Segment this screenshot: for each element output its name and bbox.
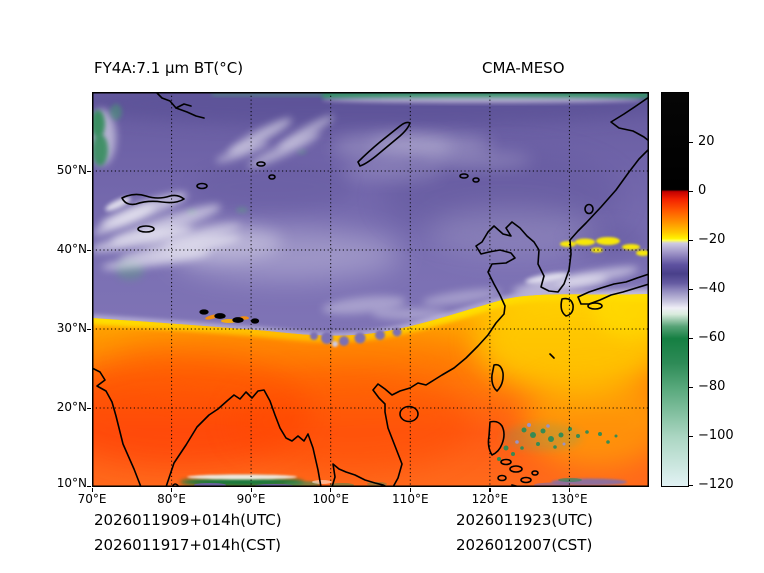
cbar-label-n20: −20 xyxy=(698,232,726,247)
init-time-utc: 2026011909+014h(UTC) xyxy=(94,511,282,529)
valid-time-cst: 2026012007(CST) xyxy=(456,536,593,554)
satellite-bt-map xyxy=(92,92,649,487)
cbar-label-n60: −60 xyxy=(698,330,726,345)
cbar-label-n120: −120 xyxy=(698,477,734,492)
cbar-label-n100: −100 xyxy=(698,428,734,443)
lon-tick xyxy=(171,488,173,492)
cbar-label-n40: −40 xyxy=(698,281,726,296)
cbar-tick xyxy=(689,239,693,241)
plot-title: FY4A:7.1 μm BT(°C) xyxy=(94,59,244,77)
lon-tick xyxy=(330,488,332,492)
lon-tick xyxy=(91,488,93,492)
graticule-grid xyxy=(92,92,649,487)
map-frame xyxy=(92,92,649,487)
lat-tick xyxy=(87,485,91,487)
lon-label-100e: 100°E xyxy=(312,492,349,506)
cbar-tick xyxy=(689,484,693,486)
model-title: CMA-MESO xyxy=(482,59,565,77)
cbar-tick xyxy=(689,190,693,192)
cbar-tick xyxy=(689,141,693,143)
top-edge-cold-cloud-band xyxy=(212,92,649,103)
boundary-ragged-edge xyxy=(310,327,402,347)
cbar-tick xyxy=(689,337,693,339)
warm-overlays xyxy=(92,294,649,472)
lon-label-120e: 120°E xyxy=(471,492,509,506)
cbar-label-20: 20 xyxy=(698,134,715,149)
lat-label-30n: 30°N xyxy=(56,321,87,335)
coastlines xyxy=(92,92,649,487)
lon-tick xyxy=(250,488,252,492)
lon-tick xyxy=(409,488,411,492)
lon-tick xyxy=(489,488,491,492)
lat-label-20n: 20°N xyxy=(56,400,87,414)
cirrus-streaks xyxy=(92,115,649,320)
convective-specks-se xyxy=(497,423,618,461)
cbar-tick xyxy=(689,386,693,388)
bt-colorbar xyxy=(661,92,689,487)
lon-label-90e: 90°E xyxy=(236,492,266,506)
lat-tick xyxy=(87,249,91,251)
lat-label-10n: 10°N xyxy=(56,476,87,490)
lat-label-40n: 40°N xyxy=(56,242,87,256)
lon-tick xyxy=(568,488,571,492)
valid-time-utc: 2026011923(UTC) xyxy=(456,511,593,529)
lat-tick xyxy=(87,170,91,172)
cbar-label-n80: −80 xyxy=(698,379,726,394)
lat-tick xyxy=(87,407,91,409)
lon-label-80e: 80°E xyxy=(157,492,187,506)
warm-specks-40n xyxy=(560,237,649,256)
cbar-label-0: 0 xyxy=(698,183,707,198)
lon-label-70e: 70°E xyxy=(77,492,107,506)
lat-label-50n: 50°N xyxy=(56,163,87,177)
cbar-tick xyxy=(689,288,693,290)
lat-tick xyxy=(87,328,91,330)
lon-label-130e: 130°E xyxy=(551,492,588,506)
init-time-cst: 2026011917+014h(CST) xyxy=(94,536,282,554)
cbar-tick xyxy=(689,435,693,437)
lon-label-110e: 110°E xyxy=(392,492,429,506)
